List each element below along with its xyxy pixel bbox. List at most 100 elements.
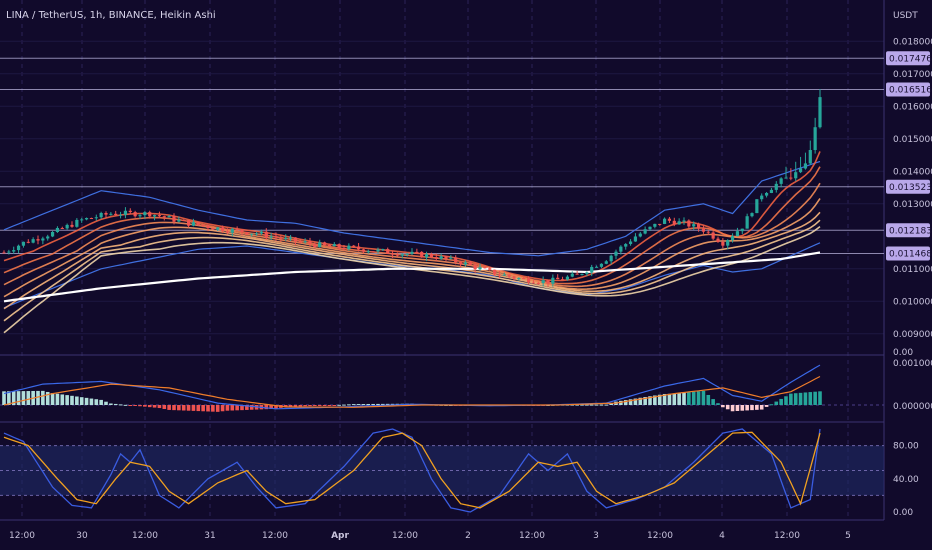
candle-body <box>565 276 570 280</box>
macd-histogram-bar <box>716 403 720 405</box>
candle-body <box>531 282 536 284</box>
macd-histogram-bar <box>70 395 74 405</box>
candle-body <box>356 246 361 250</box>
macd-histogram-bar <box>211 405 215 412</box>
candle-body <box>342 247 346 250</box>
macd-histogram-bar <box>269 405 273 409</box>
candle-body <box>225 231 230 233</box>
candle-body <box>235 228 239 230</box>
macd-histogram-bar <box>604 404 609 406</box>
macd-histogram-bar <box>332 405 337 406</box>
candle-body <box>492 269 497 275</box>
macd-histogram-bar <box>41 390 45 405</box>
candle-body <box>152 215 157 217</box>
macd-histogram-bar <box>774 401 779 405</box>
ema-ribbon-line <box>3 211 821 310</box>
macd-histogram-bar <box>351 404 356 406</box>
candle-body <box>167 216 171 218</box>
candle-body <box>449 257 453 259</box>
macd-histogram-bar <box>706 394 711 405</box>
macd-histogram-bar <box>575 404 579 406</box>
candle-body <box>502 274 506 276</box>
candle-body <box>609 255 613 262</box>
macd-histogram-bar <box>283 405 288 407</box>
macd-histogram-bar <box>65 395 69 405</box>
candle-body <box>585 272 589 275</box>
candle-body <box>769 189 774 193</box>
candle-body <box>7 251 11 253</box>
macd-histogram-bar <box>662 393 667 405</box>
macd-histogram-bar <box>230 405 235 411</box>
macd-histogram-bar <box>138 405 142 407</box>
price-level-badge <box>886 223 930 238</box>
macd-histogram-bar <box>109 403 113 405</box>
macd-histogram-bar <box>196 405 201 412</box>
macd-histogram-bar <box>84 397 89 405</box>
macd-histogram-bar <box>735 405 740 411</box>
candle-body <box>497 274 502 276</box>
candle-body <box>31 239 35 243</box>
candle-body <box>667 218 672 221</box>
macd-histogram-bar <box>104 401 108 405</box>
macd-histogram-bar <box>50 393 55 405</box>
candle-body <box>376 249 380 252</box>
candle-body <box>789 177 793 179</box>
macd-histogram-bar <box>191 405 196 411</box>
macd-histogram-bar <box>274 405 278 409</box>
macd-histogram-bar <box>288 405 293 407</box>
candle-body <box>750 213 754 217</box>
candle-body <box>803 163 808 169</box>
candle-body <box>468 262 472 265</box>
candle-body <box>594 266 599 268</box>
candle-body <box>143 212 147 216</box>
price-tick-label: 0.018000 <box>893 37 932 47</box>
macd-histogram-bar <box>118 404 123 406</box>
macd-histogram-bar <box>7 391 11 405</box>
candle-body <box>259 231 264 234</box>
macd-histogram-bar <box>225 405 230 411</box>
ema-ribbon-line <box>3 198 821 298</box>
candle-body <box>26 241 30 243</box>
macd-histogram-bar <box>385 403 390 405</box>
macd-histogram-bar <box>691 391 696 405</box>
candle-body <box>546 280 550 284</box>
candle-body <box>575 273 579 275</box>
macd-histogram-bar <box>371 403 375 405</box>
macd-histogram-bar <box>186 405 191 411</box>
macd-histogram-bar <box>293 405 298 407</box>
candle-body <box>84 218 89 220</box>
macd-histogram-bar <box>157 405 162 409</box>
stoch-d-line <box>3 431 821 509</box>
candle-body <box>405 253 409 255</box>
candle-body <box>332 244 336 247</box>
candle-body <box>818 97 822 128</box>
macd-histogram-bar <box>793 393 798 405</box>
candle-body <box>293 237 298 242</box>
candle-body <box>507 274 511 277</box>
macd-histogram-bar <box>75 396 79 405</box>
candle-body <box>298 241 302 243</box>
candle-body <box>55 227 60 232</box>
candle-body <box>658 223 662 225</box>
candle-body <box>230 228 234 233</box>
candle-body <box>517 278 521 280</box>
price-tick-label: 0.011000 <box>893 265 932 275</box>
macd-histogram-bar <box>570 404 575 406</box>
candle-body <box>75 219 79 227</box>
macd-histogram-bar <box>89 398 94 405</box>
candle-body <box>2 252 6 254</box>
macd-histogram-bar <box>235 405 239 411</box>
stoch-tick-label: 40.00 <box>893 475 919 485</box>
candle-body <box>740 228 744 232</box>
macd-histogram-bar <box>657 394 662 405</box>
macd-histogram-bar <box>599 404 604 406</box>
candle-body <box>721 241 725 246</box>
candle-body <box>755 199 759 214</box>
price-level-label: 0.017476 <box>889 54 932 64</box>
macd-histogram-bar <box>366 403 371 405</box>
candle-body <box>638 233 642 237</box>
price-level-badge <box>886 246 930 261</box>
price-level-badge <box>886 82 930 97</box>
price-tick-label: 0.014000 <box>893 167 932 177</box>
